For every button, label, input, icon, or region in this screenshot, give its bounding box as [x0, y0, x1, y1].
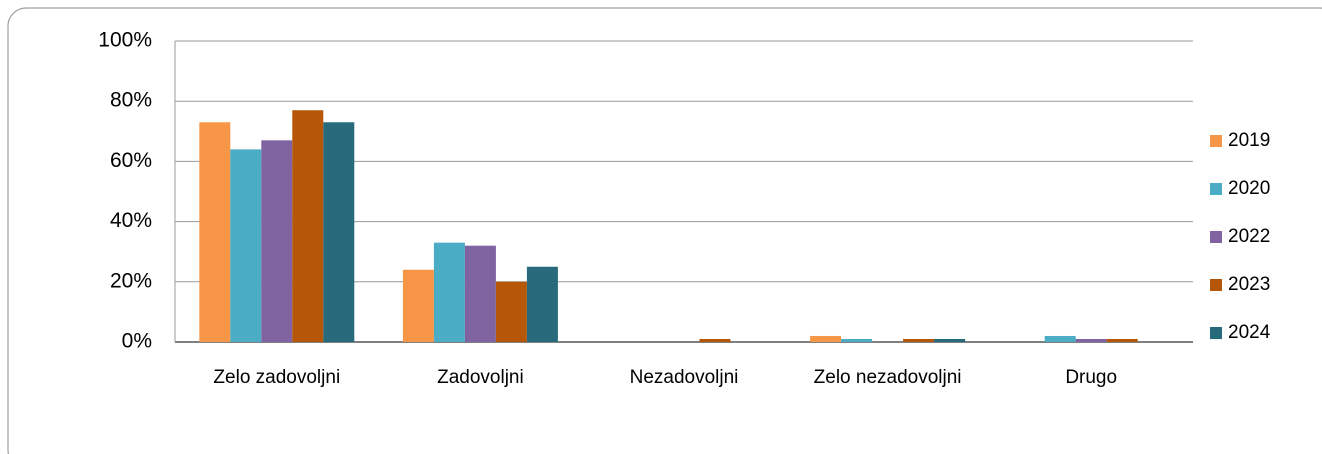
bar: [699, 338, 731, 342]
bar: [1075, 338, 1107, 342]
bar: [810, 335, 842, 342]
bar: [841, 338, 873, 342]
bar: [1044, 335, 1076, 342]
legend-label: 2024: [1228, 322, 1271, 343]
bar: [934, 338, 966, 342]
y-tick-label: 100%: [98, 29, 152, 52]
legend-label: 2020: [1228, 178, 1270, 199]
x-tick-label: Zelo nezadovoljni: [814, 367, 962, 388]
legend-label: 2023: [1228, 274, 1270, 295]
bar: [230, 149, 262, 342]
bar: [495, 281, 527, 342]
legend-swatch: [1210, 327, 1222, 339]
bar: [292, 110, 324, 342]
legend-label: 2019: [1228, 130, 1270, 151]
legend-swatch: [1210, 135, 1222, 147]
y-tick-label: 0%: [122, 330, 152, 353]
y-tick-label: 60%: [110, 149, 152, 172]
legend-swatch: [1210, 231, 1222, 243]
x-tick-label: Nezadovoljni: [630, 367, 739, 388]
bar: [1106, 338, 1138, 342]
y-tick-label: 40%: [110, 209, 152, 232]
bar: [402, 269, 434, 342]
legend-swatch: [1210, 183, 1222, 195]
bar: [261, 140, 293, 342]
y-tick-label: 20%: [110, 269, 152, 292]
bar: [464, 245, 496, 342]
x-tick-label: Zadovoljni: [437, 367, 524, 388]
legend-label: 2022: [1228, 226, 1270, 247]
bar: [526, 266, 558, 342]
chart-frame: [7, 7, 1322, 454]
legend-swatch: [1210, 279, 1222, 291]
bar: [199, 122, 231, 343]
x-tick-label: Drugo: [1065, 367, 1117, 388]
bar: [903, 338, 935, 342]
x-tick-label: Zelo zadovoljni: [213, 367, 340, 388]
y-tick-label: 80%: [110, 89, 152, 112]
bar: [323, 122, 355, 343]
bar: [433, 242, 465, 342]
